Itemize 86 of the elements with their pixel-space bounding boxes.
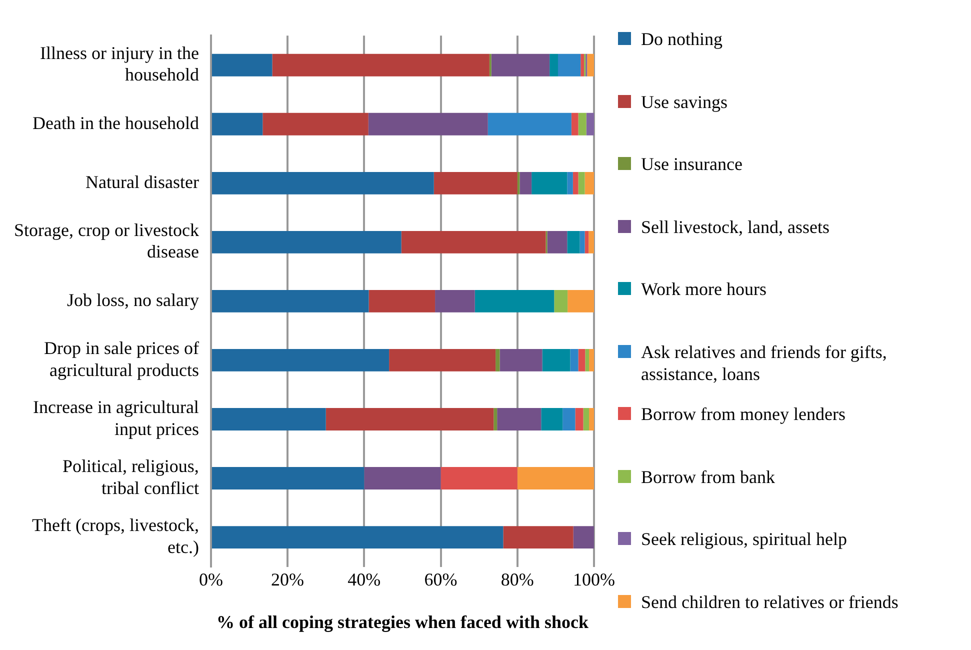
x-tick-label: 20% xyxy=(271,569,304,590)
bar xyxy=(589,408,594,430)
bar xyxy=(587,54,594,76)
bar xyxy=(500,349,542,372)
bar xyxy=(440,467,518,490)
bar xyxy=(517,467,594,490)
bar xyxy=(212,349,390,372)
bar xyxy=(558,54,581,76)
bar xyxy=(567,230,580,254)
bar xyxy=(212,230,402,254)
bar xyxy=(368,112,488,136)
x-tick-label: 100% xyxy=(573,569,616,590)
bar xyxy=(578,112,586,136)
bar xyxy=(547,230,568,254)
bar xyxy=(497,408,542,430)
bar xyxy=(584,172,594,194)
bar xyxy=(262,112,368,136)
bar xyxy=(562,408,576,430)
bar xyxy=(212,54,272,76)
bar xyxy=(588,230,594,254)
bar xyxy=(584,230,589,254)
bar xyxy=(401,230,546,254)
bar xyxy=(212,172,434,194)
bar xyxy=(580,230,585,254)
bar xyxy=(567,172,573,194)
y-tick-label: Storage, crop or livestock disease xyxy=(14,220,199,262)
legend-label: Work more hours xyxy=(641,278,767,300)
x-tick-label: 80% xyxy=(500,569,534,590)
x-tick-label: 40% xyxy=(348,569,381,590)
bar xyxy=(520,172,532,194)
legend-label: Ask relatives and friends for gifts, assistance, loans xyxy=(641,340,888,384)
bar xyxy=(326,408,494,430)
bar xyxy=(578,349,586,372)
bar xyxy=(488,112,572,136)
bar xyxy=(494,408,498,430)
legend-label: Borrow from money lenders xyxy=(641,403,846,425)
bar xyxy=(575,408,584,430)
bar xyxy=(212,526,504,549)
bar xyxy=(541,408,563,430)
y-tick-label: Natural disaster xyxy=(85,172,199,192)
bar xyxy=(212,290,369,312)
x-tick-label: 60% xyxy=(424,569,458,590)
bar xyxy=(496,349,500,372)
legend-label: Use insurance xyxy=(641,153,742,175)
bar xyxy=(368,290,436,312)
legend-label: Send children to relatives or friends xyxy=(641,590,898,612)
bar xyxy=(554,290,568,312)
bar xyxy=(491,54,550,76)
bar xyxy=(571,112,578,136)
bar xyxy=(474,290,554,312)
legend-label: Borrow from bank xyxy=(641,466,775,488)
bar xyxy=(503,526,574,549)
bar xyxy=(532,172,568,194)
bar xyxy=(572,172,578,194)
x-tick-label: 0% xyxy=(198,569,223,590)
bar xyxy=(542,349,570,372)
y-tick-label: Political, religious, tribal conflict xyxy=(62,456,199,498)
bar xyxy=(389,349,496,372)
legend-label: Do nothing xyxy=(641,28,723,50)
bar xyxy=(434,172,518,194)
bar xyxy=(212,408,326,430)
y-tick-label: Increase in agricultural input prices xyxy=(33,397,199,439)
y-tick-label: Illness or injury in the household xyxy=(40,43,199,85)
x-axis-title: % of all coping strategies when faced with shock xyxy=(216,612,588,632)
bar xyxy=(272,54,490,76)
bar xyxy=(550,54,558,76)
bar xyxy=(573,526,594,549)
bar xyxy=(585,349,590,372)
bar xyxy=(568,290,594,312)
bar xyxy=(212,112,263,136)
y-tick-label: Death in the household xyxy=(32,112,199,133)
bar xyxy=(570,349,578,372)
legend-label: Use savings xyxy=(641,90,728,112)
y-tick-label: Theft (crops, livestock, etc.) xyxy=(32,515,199,557)
bar xyxy=(364,467,441,490)
y-tick-label: Job loss, no salary xyxy=(66,290,199,310)
y-tick-label: Drop in sale prices of agricultural products xyxy=(44,338,199,380)
legend-label: Seek religious, spiritual help xyxy=(641,528,847,550)
bar xyxy=(435,290,475,312)
bar xyxy=(589,349,594,372)
bar xyxy=(580,54,584,76)
legend-label: Sell livestock, land, assets xyxy=(641,216,830,238)
bar xyxy=(583,408,590,430)
bar xyxy=(586,112,594,136)
bar xyxy=(212,467,364,490)
bar xyxy=(578,172,585,194)
